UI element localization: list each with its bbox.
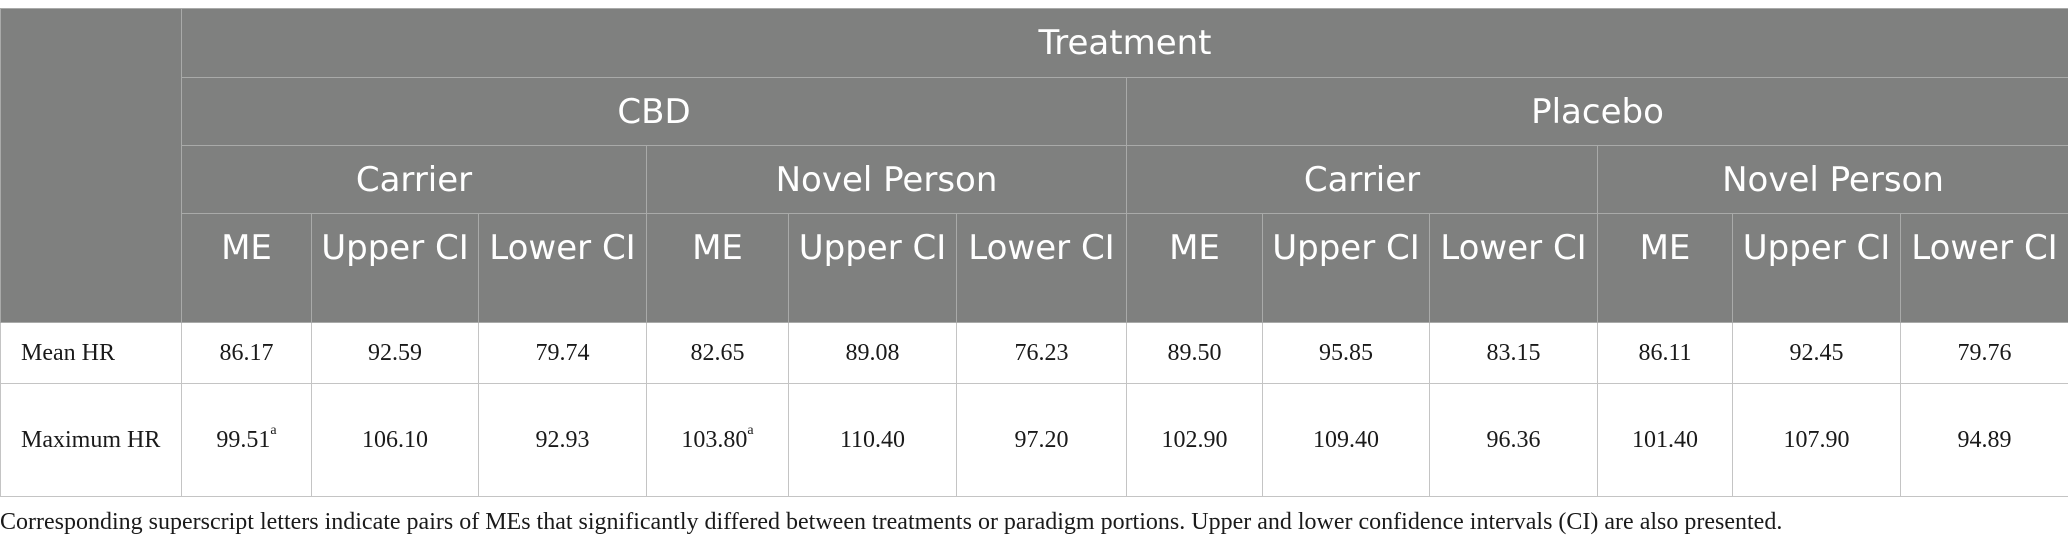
subgroup-header: Novel Person: [646, 145, 1127, 214]
table-cell: 86.17: [181, 322, 312, 384]
table-cell: 110.40: [788, 383, 957, 497]
table-cell: 107.90: [1732, 383, 1901, 497]
results-table-container: Treatment CBD Placebo Carrier Novel Pers…: [0, 8, 2068, 497]
column-header: Lower CI: [478, 213, 647, 323]
table-cell: 92.59: [311, 322, 479, 384]
column-header: ME: [1126, 213, 1263, 323]
column-header: Upper CI: [1732, 213, 1901, 323]
table-cell: 99.51a: [181, 383, 312, 497]
group-header-placebo: Placebo: [1125, 77, 2068, 146]
table-cell: 101.40: [1597, 383, 1733, 497]
table-cell: 83.15: [1429, 322, 1598, 384]
table-cell: 82.65: [646, 322, 789, 384]
subgroup-header: Novel Person: [1596, 145, 2068, 214]
table-cell: 89.50: [1126, 322, 1263, 384]
subgroup-header: Carrier: [1126, 145, 1598, 214]
column-header: ME: [1597, 213, 1733, 323]
subgroup-header: Carrier: [181, 145, 647, 214]
table-cell: 102.90: [1126, 383, 1263, 497]
column-header: Upper CI: [311, 213, 479, 323]
table-cell: 94.89: [1899, 383, 2068, 497]
table-row-maximum-hr: Maximum HR 99.51a 106.10 92.93 103.80a 1…: [0, 383, 2068, 497]
table-cell: 92.93: [478, 383, 647, 497]
table-cell: 79.74: [478, 322, 647, 384]
table-cell: 103.80a: [646, 383, 789, 497]
table-cell: 106.10: [311, 383, 479, 497]
row-label: Maximum HR: [0, 383, 182, 497]
column-header: Upper CI: [788, 213, 957, 323]
column-header: Upper CI: [1262, 213, 1430, 323]
table-footnote: Corresponding superscript letters indica…: [0, 509, 1783, 535]
group-header-cbd: CBD: [181, 77, 1127, 146]
table-cell: 95.85: [1262, 322, 1430, 384]
column-header: Lower CI: [1429, 213, 1598, 323]
table-cell: 97.20: [956, 383, 1127, 497]
column-header: ME: [646, 213, 789, 323]
row-label: Mean HR: [0, 322, 182, 384]
table-cell: 92.45: [1732, 322, 1901, 384]
column-header: Lower CI: [956, 213, 1127, 323]
table-row-mean-hr: Mean HR 86.17 92.59 79.74 82.65 89.08 76…: [0, 322, 2068, 384]
heart-rate-table: Treatment CBD Placebo Carrier Novel Pers…: [0, 8, 2068, 497]
column-header: Lower CI: [1899, 213, 2068, 323]
table-cell: 86.11: [1597, 322, 1733, 384]
table-cell: 109.40: [1262, 383, 1430, 497]
table-cell: 79.76: [1899, 322, 2068, 384]
treatment-header: Treatment: [180, 8, 2068, 78]
table-cell: 96.36: [1429, 383, 1598, 497]
table-cell: 89.08: [788, 322, 957, 384]
column-header: ME: [181, 213, 312, 323]
table-cell: 76.23: [956, 322, 1127, 384]
corner-header: [0, 8, 182, 323]
